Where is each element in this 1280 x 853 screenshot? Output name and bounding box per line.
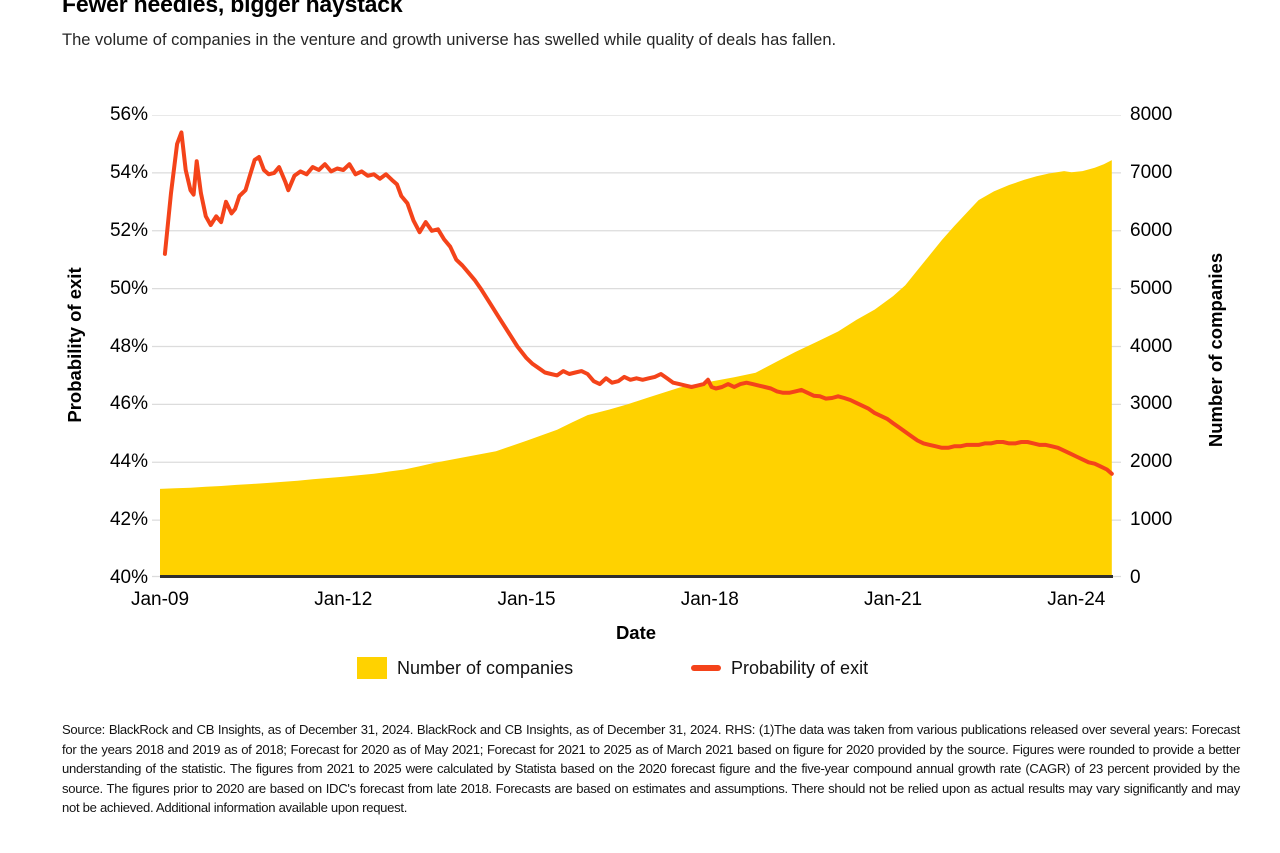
axis-tick-label: 48% [109,335,148,357]
axis-tick-label: 42% [109,509,148,531]
axis-tick-label: 52% [109,219,148,241]
axis-tick-label: Jan-12 [314,589,373,610]
plot-area [152,115,1121,578]
axis-tick-label: 40% [109,567,148,588]
legend-label: Probability of exit [731,657,869,678]
axis-tick-label: 56% [109,104,148,125]
axis-tick-label: 46% [109,393,148,415]
probability-line-series [162,130,1114,476]
source-footnote: Source: BlackRock and CB Insights, as of… [62,722,1240,816]
axis-tick-label: 44% [109,451,148,473]
axis-tick-label: Jan-18 [680,589,739,610]
axis-tick-label: 6000 [1130,219,1173,241]
axis-tick-label: 7000 [1130,161,1173,183]
legend-label: Number of companies [397,657,574,678]
legend-swatch-line [691,665,721,671]
axis-tick-label: 8000 [1130,104,1173,125]
legend-item-number-of-companies: Number of companies [357,655,573,681]
axis-tick-label: 2000 [1130,451,1173,473]
axis-tick-label: 50% [109,277,148,299]
x-axis-title: Date [615,622,657,643]
axis-tick-label: Jan-24 [1047,589,1106,610]
axis-tick-label: 3000 [1130,393,1173,415]
chart-subtitle: The volume of companies in the venture a… [62,31,837,49]
axis-tick-label: 1000 [1130,509,1173,531]
legend-swatch-area [357,657,387,679]
axis-tick-label: 5000 [1130,277,1173,299]
axis-tick-label: Jan-15 [497,589,556,610]
axis-tick-label: 54% [109,161,148,183]
axis-tick-label: 0 [1130,567,1141,588]
page-title: Fewer needles, bigger haystack [62,0,403,17]
axis-tick-label: 4000 [1130,335,1173,357]
companies-area-series [160,160,1112,578]
axis-tick-label: Jan-21 [864,589,923,610]
legend-item-probability-of-exit: Probability of exit [691,655,868,681]
axis-tick-label: Jan-09 [130,589,190,610]
